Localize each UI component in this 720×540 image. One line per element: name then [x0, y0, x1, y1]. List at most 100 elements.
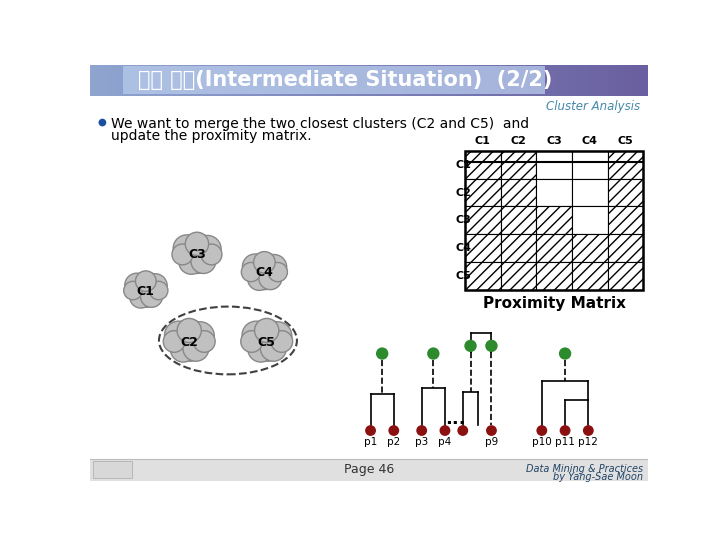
Bar: [240, 65, 241, 96]
Bar: [629, 65, 630, 96]
Bar: [373, 65, 374, 96]
Bar: [334, 65, 335, 96]
Text: C1: C1: [475, 136, 491, 146]
Bar: [113, 65, 114, 96]
Bar: [588, 65, 589, 96]
Bar: [382, 65, 383, 96]
Bar: [94, 65, 96, 96]
Bar: [619, 65, 620, 96]
Text: C3: C3: [188, 248, 206, 261]
Bar: [103, 65, 104, 96]
Bar: [384, 65, 385, 96]
Bar: [234, 65, 235, 96]
Bar: [451, 65, 452, 96]
Bar: [106, 65, 107, 96]
Bar: [295, 65, 296, 96]
Bar: [358, 65, 359, 96]
Bar: [414, 65, 415, 96]
Circle shape: [376, 347, 388, 360]
Bar: [399, 65, 400, 96]
Text: C5: C5: [258, 335, 276, 348]
Bar: [593, 65, 594, 96]
Bar: [553, 65, 554, 96]
Bar: [522, 65, 523, 96]
Bar: [529, 65, 530, 96]
Bar: [487, 65, 488, 96]
Bar: [587, 65, 588, 96]
Bar: [435, 65, 436, 96]
Circle shape: [416, 425, 427, 436]
Bar: [353, 65, 354, 96]
Bar: [570, 65, 571, 96]
Bar: [608, 206, 644, 234]
Bar: [442, 65, 443, 96]
Bar: [531, 65, 532, 96]
Text: Proximity Matrix: Proximity Matrix: [482, 296, 626, 311]
Bar: [465, 151, 500, 179]
Bar: [142, 65, 143, 96]
Bar: [620, 65, 621, 96]
Bar: [183, 65, 184, 96]
Bar: [286, 65, 287, 96]
Circle shape: [439, 425, 451, 436]
Bar: [110, 65, 111, 96]
Bar: [534, 65, 535, 96]
Bar: [486, 65, 487, 96]
Circle shape: [248, 336, 274, 362]
Text: C4: C4: [455, 243, 472, 253]
Bar: [476, 65, 477, 96]
Bar: [218, 65, 219, 96]
Bar: [500, 179, 536, 206]
Bar: [121, 65, 122, 96]
Circle shape: [264, 322, 292, 350]
Bar: [201, 65, 202, 96]
Bar: [264, 65, 265, 96]
Bar: [458, 65, 459, 96]
Bar: [572, 151, 608, 179]
Bar: [550, 65, 551, 96]
Bar: [206, 65, 207, 96]
Bar: [280, 65, 281, 96]
Bar: [446, 65, 447, 96]
Bar: [287, 65, 289, 96]
Bar: [569, 65, 570, 96]
Bar: [230, 65, 231, 96]
Bar: [132, 65, 133, 96]
Bar: [133, 65, 134, 96]
Bar: [627, 65, 628, 96]
Bar: [583, 65, 584, 96]
Bar: [209, 65, 210, 96]
Bar: [454, 65, 455, 96]
Bar: [228, 65, 229, 96]
Bar: [328, 65, 329, 96]
Bar: [628, 65, 629, 96]
Bar: [204, 65, 205, 96]
Text: C2: C2: [456, 187, 472, 198]
Bar: [188, 65, 189, 96]
Bar: [221, 65, 222, 96]
Circle shape: [457, 425, 468, 436]
Bar: [330, 65, 331, 96]
Bar: [123, 65, 124, 96]
Bar: [143, 65, 144, 96]
Bar: [429, 65, 431, 96]
Bar: [610, 65, 611, 96]
Bar: [168, 65, 169, 96]
Bar: [542, 65, 543, 96]
Bar: [231, 65, 232, 96]
Bar: [194, 65, 195, 96]
Bar: [452, 65, 453, 96]
Bar: [327, 65, 328, 96]
Bar: [426, 65, 427, 96]
Circle shape: [194, 330, 215, 352]
Bar: [131, 65, 132, 96]
Bar: [331, 65, 332, 96]
Bar: [254, 65, 255, 96]
Bar: [107, 65, 108, 96]
Bar: [538, 65, 539, 96]
Bar: [615, 65, 616, 96]
Bar: [495, 65, 496, 96]
Bar: [502, 65, 503, 96]
Bar: [394, 65, 395, 96]
Bar: [473, 65, 474, 96]
